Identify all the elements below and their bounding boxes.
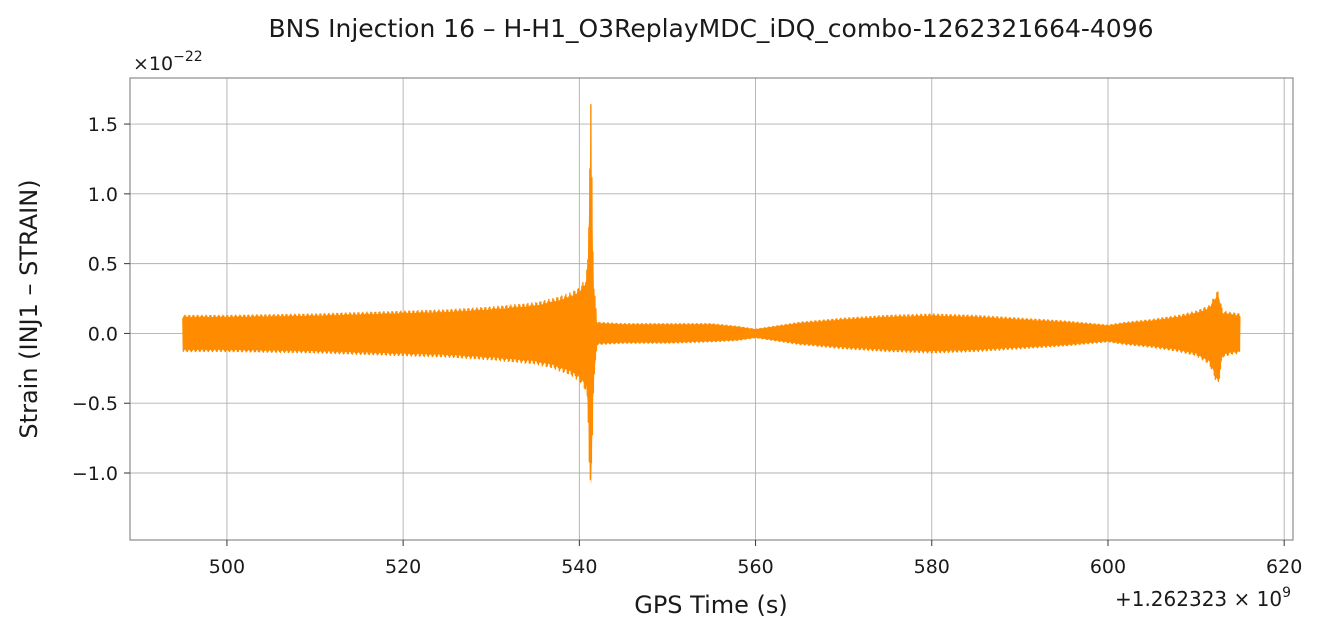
y-tick-label: 0.5: [88, 254, 118, 276]
x-offset-prefix: +1.262323 × 10: [1115, 587, 1282, 611]
y-tick-label: 1.5: [88, 114, 118, 136]
x-offset-text: +1.262323 × 109: [1115, 585, 1291, 611]
x-tick-label: 520: [385, 556, 421, 578]
x-tick-label: 500: [209, 556, 245, 578]
y-scale-exponent: −22: [173, 49, 203, 65]
y-tick-label: −1.0: [72, 463, 118, 485]
x-axis-ticks: 500 520 540 560 580 600 620: [209, 540, 1302, 578]
y-tick-label: 0.0: [88, 323, 118, 345]
x-offset-exponent: 9: [1282, 585, 1291, 601]
y-tick-label: 1.0: [88, 184, 118, 206]
x-tick-label: 600: [1090, 556, 1126, 578]
x-tick-label: 580: [914, 556, 950, 578]
series-group: [182, 104, 1241, 485]
plot-frame: [129, 77, 1294, 541]
x-axis-title: GPS Time (s): [634, 591, 788, 619]
x-tick-label: 540: [561, 556, 597, 578]
y-scale-base: ×10: [133, 53, 173, 75]
y-axis-ticks: 1.5 1.0 0.5 0.0 −0.5 −1.0: [72, 114, 130, 485]
y-tick-label: −0.5: [72, 393, 118, 415]
y-axis-title: Strain (INJ1 – STRAIN): [15, 179, 43, 438]
chart-title: BNS Injection 16 – H-H1_O3ReplayMDC_iDQ_…: [268, 14, 1153, 43]
x-tick-label: 560: [737, 556, 773, 578]
y-scale-factor: ×10−22: [133, 49, 203, 75]
x-tick-label: 620: [1266, 556, 1302, 578]
